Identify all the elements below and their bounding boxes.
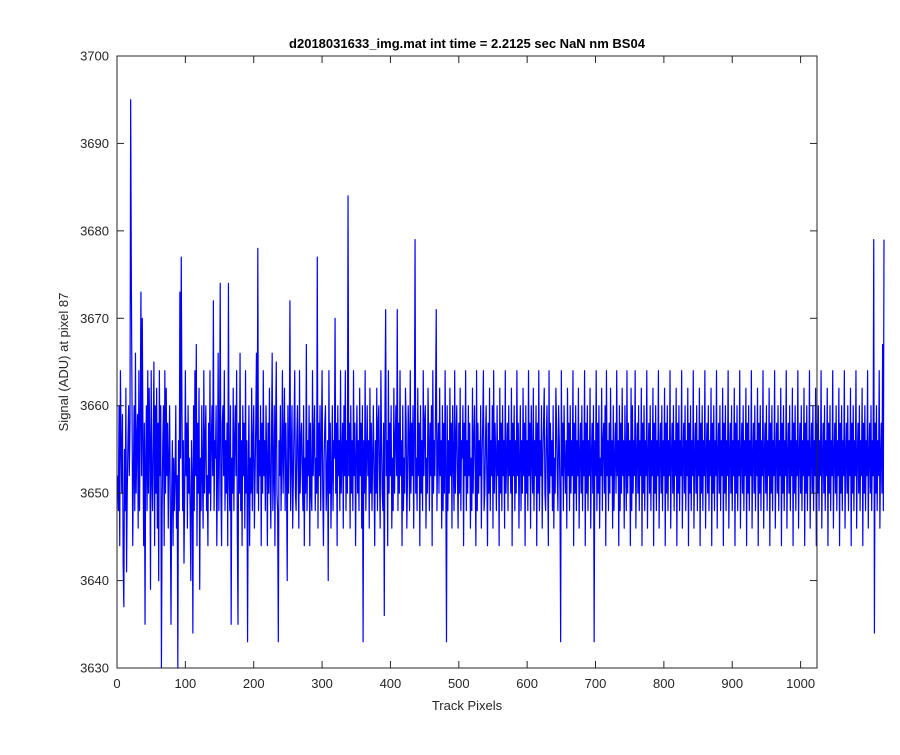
x-tick-label: 100: [175, 676, 197, 691]
y-tick-label: 3660: [80, 398, 109, 413]
y-tick-label: 3630: [80, 661, 109, 676]
x-tick-label: 200: [243, 676, 265, 691]
y-tick-label: 3690: [80, 136, 109, 151]
x-tick-label: 900: [721, 676, 743, 691]
y-tick-label: 3650: [80, 486, 109, 501]
y-tick-label: 3670: [80, 311, 109, 326]
x-tick-label: 0: [113, 676, 120, 691]
x-tick-label: 1000: [786, 676, 815, 691]
x-tick-label: 300: [311, 676, 333, 691]
x-tick-label: 800: [653, 676, 675, 691]
y-tick-label: 3680: [80, 223, 109, 238]
x-tick-label: 600: [516, 676, 538, 691]
series-line: [117, 99, 885, 669]
y-axis: 3630 3640 3650 3660 3670 3680 3690 3700: [80, 49, 817, 676]
chart-title: d2018031633_img.mat int time = 2.2125 se…: [289, 36, 646, 51]
plot-background: [117, 56, 817, 668]
y-tick-label: 3700: [80, 49, 109, 64]
plot-area: [116, 55, 885, 669]
y-axis-label: Signal (ADU) at pixel 87: [56, 293, 71, 432]
axes-box: [116, 55, 818, 669]
x-tick-label: 500: [448, 676, 470, 691]
x-tick-label: 700: [585, 676, 607, 691]
x-axis-label: Track Pixels: [432, 698, 503, 713]
y-tick-label: 3640: [80, 573, 109, 588]
x-tick-label: 400: [380, 676, 402, 691]
x-axis: 0 100 200 300 400 500 600 700 800 900 1000: [113, 56, 815, 691]
